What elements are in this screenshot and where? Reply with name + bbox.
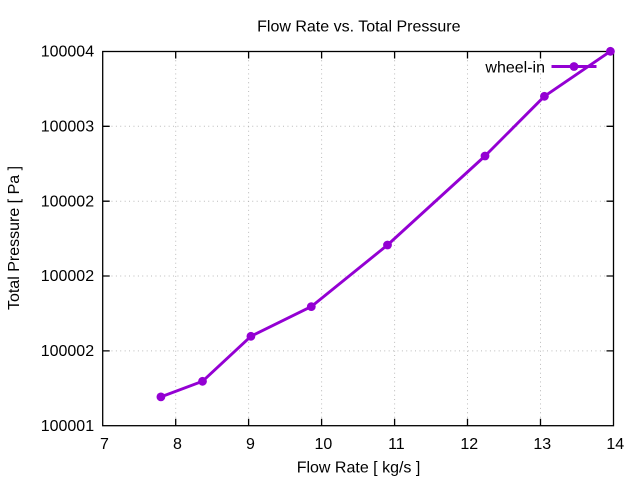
svg-text:7: 7 bbox=[100, 436, 109, 453]
svg-text:100002: 100002 bbox=[41, 343, 94, 360]
svg-text:11: 11 bbox=[388, 436, 405, 453]
svg-text:13: 13 bbox=[533, 436, 551, 453]
svg-text:8: 8 bbox=[173, 436, 182, 453]
svg-text:100001: 100001 bbox=[41, 418, 94, 435]
svg-text:12: 12 bbox=[460, 436, 478, 453]
svg-text:14: 14 bbox=[606, 436, 624, 453]
svg-text:100004: 100004 bbox=[41, 44, 94, 61]
svg-text:Flow Rate vs. Total Pressure: Flow Rate vs. Total Pressure bbox=[257, 19, 460, 36]
svg-text:100002: 100002 bbox=[41, 193, 94, 210]
svg-text:wheel-in: wheel-in bbox=[484, 59, 545, 76]
svg-text:100002: 100002 bbox=[41, 268, 94, 285]
svg-text:9: 9 bbox=[246, 436, 255, 453]
svg-text:Total Pressure [ Pa ]: Total Pressure [ Pa ] bbox=[6, 166, 23, 310]
svg-text:10: 10 bbox=[315, 436, 333, 453]
svg-text:100003: 100003 bbox=[41, 118, 94, 135]
svg-text:Flow Rate [ kg/s ]: Flow Rate [ kg/s ] bbox=[297, 460, 421, 477]
